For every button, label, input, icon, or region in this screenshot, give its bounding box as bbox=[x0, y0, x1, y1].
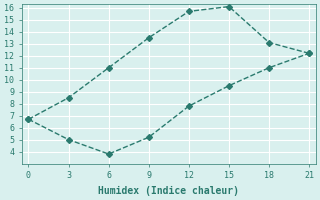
X-axis label: Humidex (Indice chaleur): Humidex (Indice chaleur) bbox=[98, 186, 239, 196]
